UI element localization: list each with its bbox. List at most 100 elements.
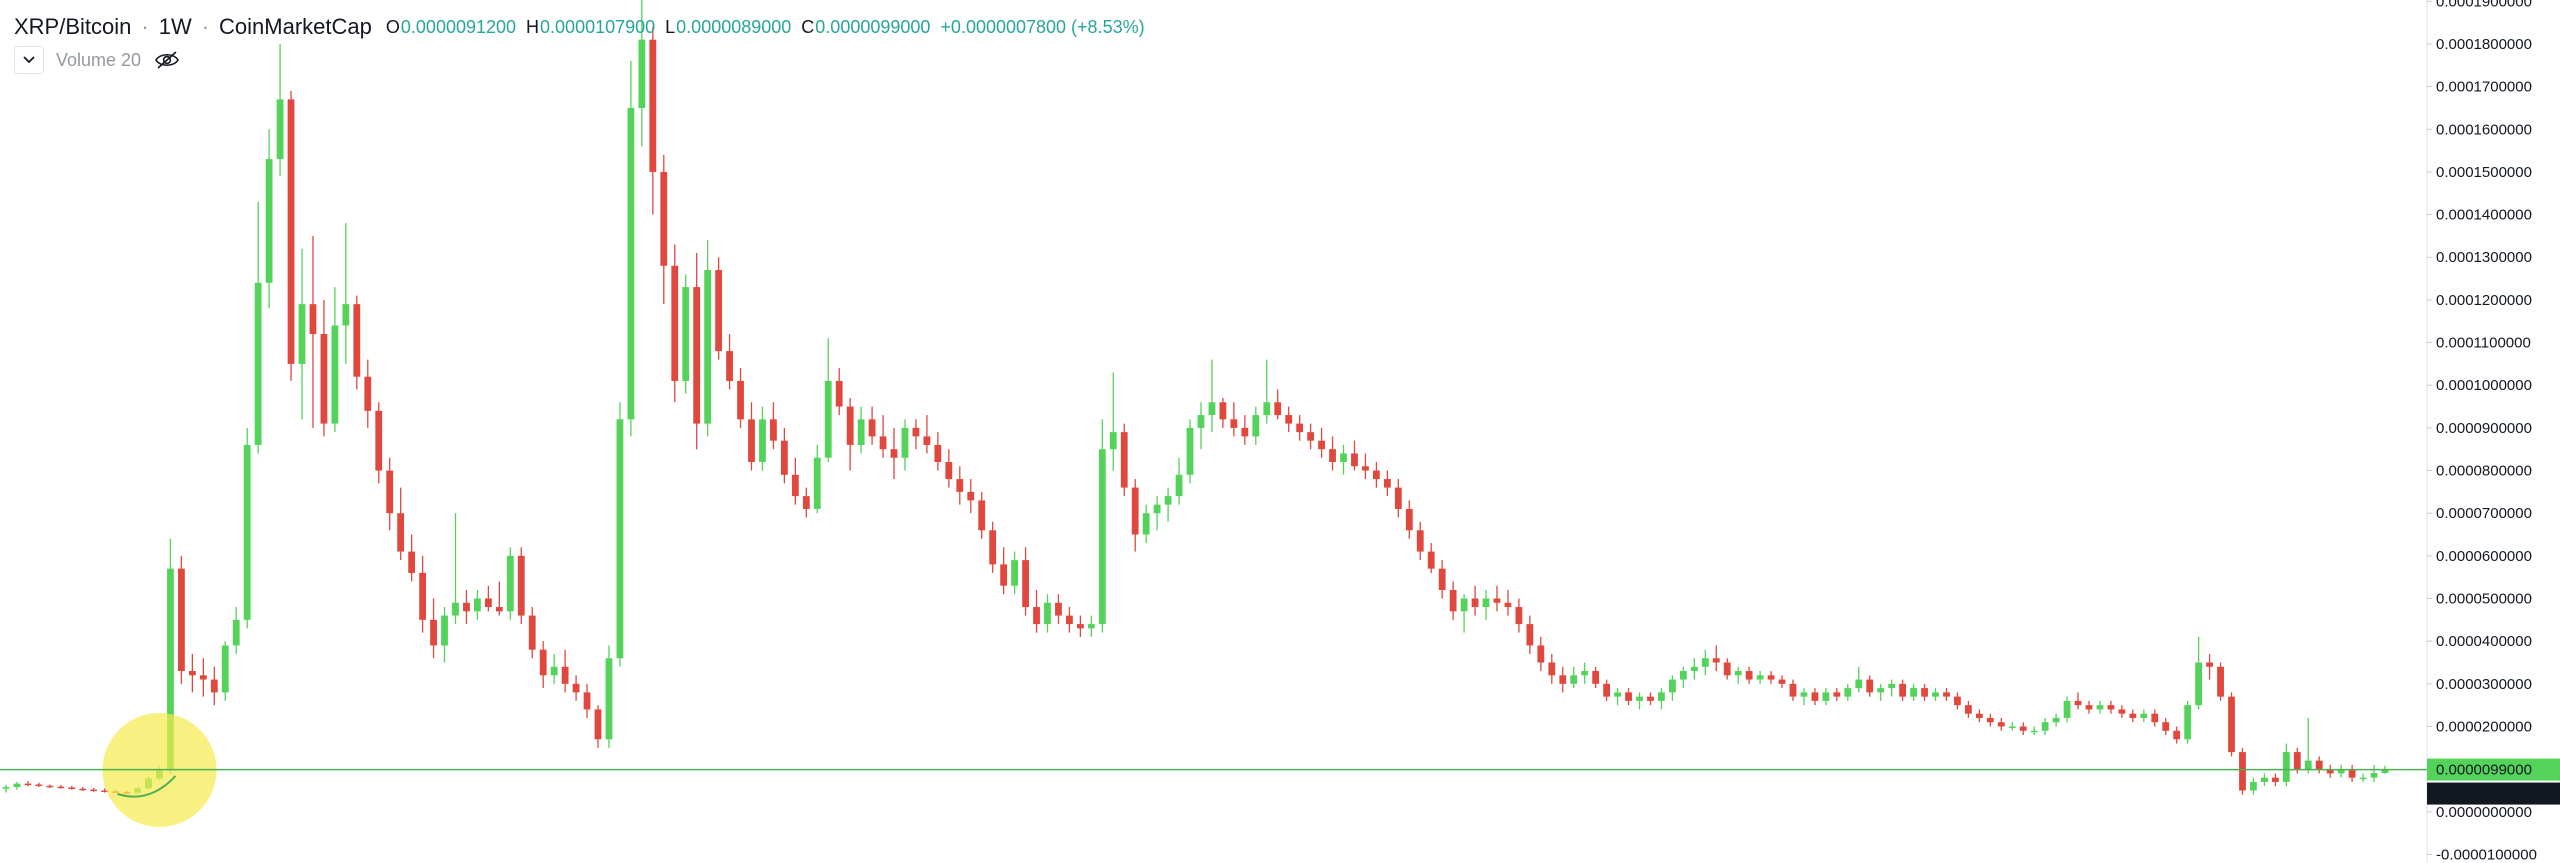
candle-body [1756, 675, 1764, 680]
candle [945, 449, 953, 488]
candle-body [1965, 705, 1972, 714]
low-key: L [665, 16, 676, 37]
candle [101, 788, 109, 793]
candle [780, 427, 788, 484]
candle [35, 782, 43, 788]
candle [1098, 419, 1106, 633]
candle-body [1954, 696, 1961, 706]
candle [199, 658, 207, 697]
candle-body [2239, 752, 2246, 791]
candle [1241, 415, 1249, 445]
candle [1208, 359, 1216, 433]
candle-body [1712, 658, 1720, 663]
candle-body [1767, 675, 1775, 680]
candle-body [2195, 662, 2203, 706]
price-axis-label: 0.0000900000 [2436, 420, 2532, 437]
candle [594, 705, 602, 748]
candle-body [1351, 453, 1358, 467]
candle [748, 402, 755, 471]
candle-body [441, 615, 448, 646]
collapse-legend-button[interactable] [14, 46, 44, 74]
candle-body [1723, 662, 1731, 676]
candle [1460, 594, 1468, 633]
candle-body [287, 99, 295, 364]
toggle-visibility-button[interactable] [153, 47, 181, 73]
candle [1614, 688, 1621, 706]
candle [517, 547, 525, 625]
candle-body [1285, 415, 1293, 424]
candle-body [2085, 705, 2093, 710]
candle [1033, 589, 1040, 633]
candle [46, 784, 54, 788]
candle [1186, 419, 1194, 484]
crosshair-price-label: 0.0000098800 [2436, 786, 2532, 803]
candle [2151, 709, 2159, 727]
candle [1592, 666, 1600, 689]
candle [1405, 500, 1413, 539]
candle-body [1055, 602, 1062, 616]
candle [1219, 398, 1227, 428]
candle [2096, 700, 2104, 714]
candle-body [1548, 662, 1556, 676]
candle [419, 555, 426, 633]
price-axis-label: 0.0000200000 [2436, 718, 2532, 735]
candle-body [1230, 419, 1238, 428]
candle [495, 581, 503, 616]
candle [1877, 683, 1885, 701]
candle-body [13, 783, 21, 788]
close-key: C [801, 16, 815, 37]
candle-body [1274, 402, 1282, 416]
candle-body [791, 474, 799, 497]
candle [463, 589, 470, 625]
candle-body [1438, 568, 1446, 590]
price-axis-label: 0.0000400000 [2436, 633, 2532, 650]
candle-body [945, 462, 953, 480]
candle [682, 274, 690, 394]
candle [1537, 636, 1545, 672]
candle-body [682, 287, 690, 381]
candle [1055, 594, 1062, 625]
candle-body [46, 785, 54, 788]
candle [309, 235, 317, 428]
candle-body [1679, 671, 1687, 680]
candle-body [1745, 671, 1753, 680]
candle [2085, 700, 2093, 714]
price-axis-label: 0.0001100000 [2436, 335, 2531, 352]
candle-body [331, 325, 339, 424]
volume-indicator-label[interactable]: Volume 20 [56, 49, 142, 70]
candle [430, 598, 437, 659]
candle [2162, 717, 2170, 736]
candle-body [2030, 730, 2038, 733]
price-axis[interactable]: -0.00001000000.00000000000.00001000000.0… [2427, 0, 2537, 863]
candle-body [342, 304, 350, 326]
candle [2217, 662, 2224, 701]
candle [1416, 521, 1424, 561]
candle-body [1098, 449, 1106, 625]
candle [1570, 666, 1578, 689]
candle [901, 419, 909, 471]
candle [1910, 683, 1917, 701]
candle [2041, 717, 2049, 736]
candle-body [1986, 717, 1994, 723]
candle [1087, 615, 1095, 637]
candle-body [2074, 700, 2082, 706]
symbol-name[interactable]: XRP/Bitcoin [14, 14, 132, 39]
candle [90, 787, 98, 792]
candle-body [1153, 504, 1161, 514]
candle-body [430, 619, 437, 646]
candle [572, 675, 580, 701]
candle-body [561, 666, 569, 684]
data-source-label: CoinMarketCap [219, 14, 372, 39]
candle-body [90, 789, 98, 792]
candle-body [1877, 688, 1885, 693]
candle [386, 457, 394, 531]
candle [879, 415, 887, 458]
candle-body [2206, 662, 2213, 667]
candle [232, 607, 240, 654]
candle [79, 787, 87, 791]
candle [2008, 722, 2016, 731]
price-axis-label: 0.0001300000 [2436, 249, 2532, 266]
interval-label[interactable]: 1W [158, 14, 192, 39]
